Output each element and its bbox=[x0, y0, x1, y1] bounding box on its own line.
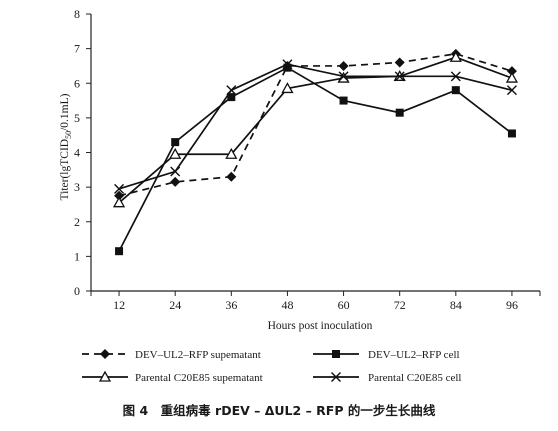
series-parental-cell bbox=[114, 59, 517, 194]
data-point bbox=[394, 57, 405, 68]
data-point bbox=[226, 171, 237, 182]
data-point bbox=[170, 166, 181, 177]
data-point bbox=[283, 63, 292, 72]
y-tick-label: 4 bbox=[74, 146, 80, 160]
legend-label: DEV–UL2–RFP cell bbox=[368, 349, 460, 361]
data-point bbox=[226, 85, 237, 96]
series-line bbox=[118, 56, 513, 204]
series-dev-ul2-rfp-supernatant bbox=[114, 48, 517, 201]
data-point bbox=[506, 85, 517, 96]
x-tick-label: 84 bbox=[450, 298, 462, 312]
y-tick-label: 1 bbox=[74, 249, 80, 263]
data-point bbox=[505, 71, 519, 83]
legend-label: Parental C20E85 cell bbox=[368, 372, 461, 384]
x-tick-label: 48 bbox=[281, 298, 293, 312]
legend-item-dev-ul2-rfp-cell: DEV–UL2–RFP cell bbox=[313, 349, 460, 361]
series-line bbox=[118, 63, 513, 190]
x-tick-label: 96 bbox=[506, 298, 518, 312]
data-point bbox=[112, 196, 126, 208]
legend-item-dev-ul2-rfp-supernatant: DEV–UL2–RFP supematant bbox=[82, 349, 261, 361]
y-axis-title: Titer(lgTCID50/0.1mL) bbox=[59, 93, 73, 200]
y-tick-label: 3 bbox=[74, 180, 80, 194]
legend-label: DEV–UL2–RFP supematant bbox=[135, 349, 261, 361]
data-point bbox=[507, 129, 516, 138]
series-dev-ul2-rfp-cell bbox=[115, 63, 516, 256]
y-axis-title-main: Titer(lgTCID bbox=[59, 139, 71, 201]
data-point bbox=[225, 147, 238, 159]
data-point bbox=[451, 86, 460, 95]
legend-item-parental-supernatant: Parental C20E85 supematant bbox=[82, 370, 263, 384]
legend-marker bbox=[331, 372, 341, 382]
data-point bbox=[394, 71, 405, 82]
y-tick-label: 5 bbox=[74, 111, 80, 125]
data-point bbox=[339, 96, 348, 105]
series-line bbox=[118, 52, 513, 197]
y-tick-label: 0 bbox=[74, 284, 80, 298]
x-tick-label: 24 bbox=[169, 298, 181, 312]
x-tick-label: 72 bbox=[394, 298, 406, 312]
data-point bbox=[282, 59, 293, 70]
legend: DEV–UL2–RFP supematant DEV–UL2–RFP cell Pa… bbox=[82, 349, 461, 384]
y-tick-label: 2 bbox=[74, 215, 80, 229]
legend-marker bbox=[100, 349, 110, 359]
figure-caption: 图 4 重组病毒 rDEV – ΔUL2 – RFP 的一步生长曲线 bbox=[122, 403, 436, 418]
y-axis-title-subscript: 50 bbox=[64, 131, 73, 139]
y-tick-label: 6 bbox=[74, 76, 80, 90]
y-tick-label: 8 bbox=[74, 7, 80, 21]
data-point bbox=[114, 190, 125, 201]
data-point bbox=[450, 71, 461, 82]
data-point bbox=[114, 183, 125, 194]
data-point bbox=[338, 60, 349, 71]
data-point bbox=[281, 82, 294, 94]
legend-label: Parental C20E85 supematant bbox=[135, 372, 263, 384]
x-axis-title: Hours post inoculation bbox=[268, 320, 373, 332]
x-tick-label: 36 bbox=[225, 298, 237, 312]
y-tick-label: 7 bbox=[74, 42, 80, 56]
series-layer bbox=[112, 48, 519, 256]
x-tick-label: 12 bbox=[113, 298, 125, 312]
data-point bbox=[449, 50, 462, 62]
data-point bbox=[115, 247, 124, 256]
x-tick-label: 60 bbox=[338, 298, 350, 312]
series-line bbox=[118, 66, 513, 252]
legend-item-parental-cell: Parental C20E85 cell bbox=[313, 372, 461, 384]
data-point bbox=[169, 147, 182, 159]
legend-marker bbox=[98, 370, 112, 382]
data-point bbox=[338, 71, 349, 82]
data-point bbox=[171, 138, 180, 147]
data-point bbox=[170, 176, 181, 187]
data-point bbox=[506, 66, 517, 77]
legend-marker bbox=[332, 350, 340, 358]
y-axis-title-tail: /0.1mL) bbox=[59, 93, 71, 131]
data-point bbox=[395, 108, 404, 117]
data-point bbox=[227, 93, 236, 102]
